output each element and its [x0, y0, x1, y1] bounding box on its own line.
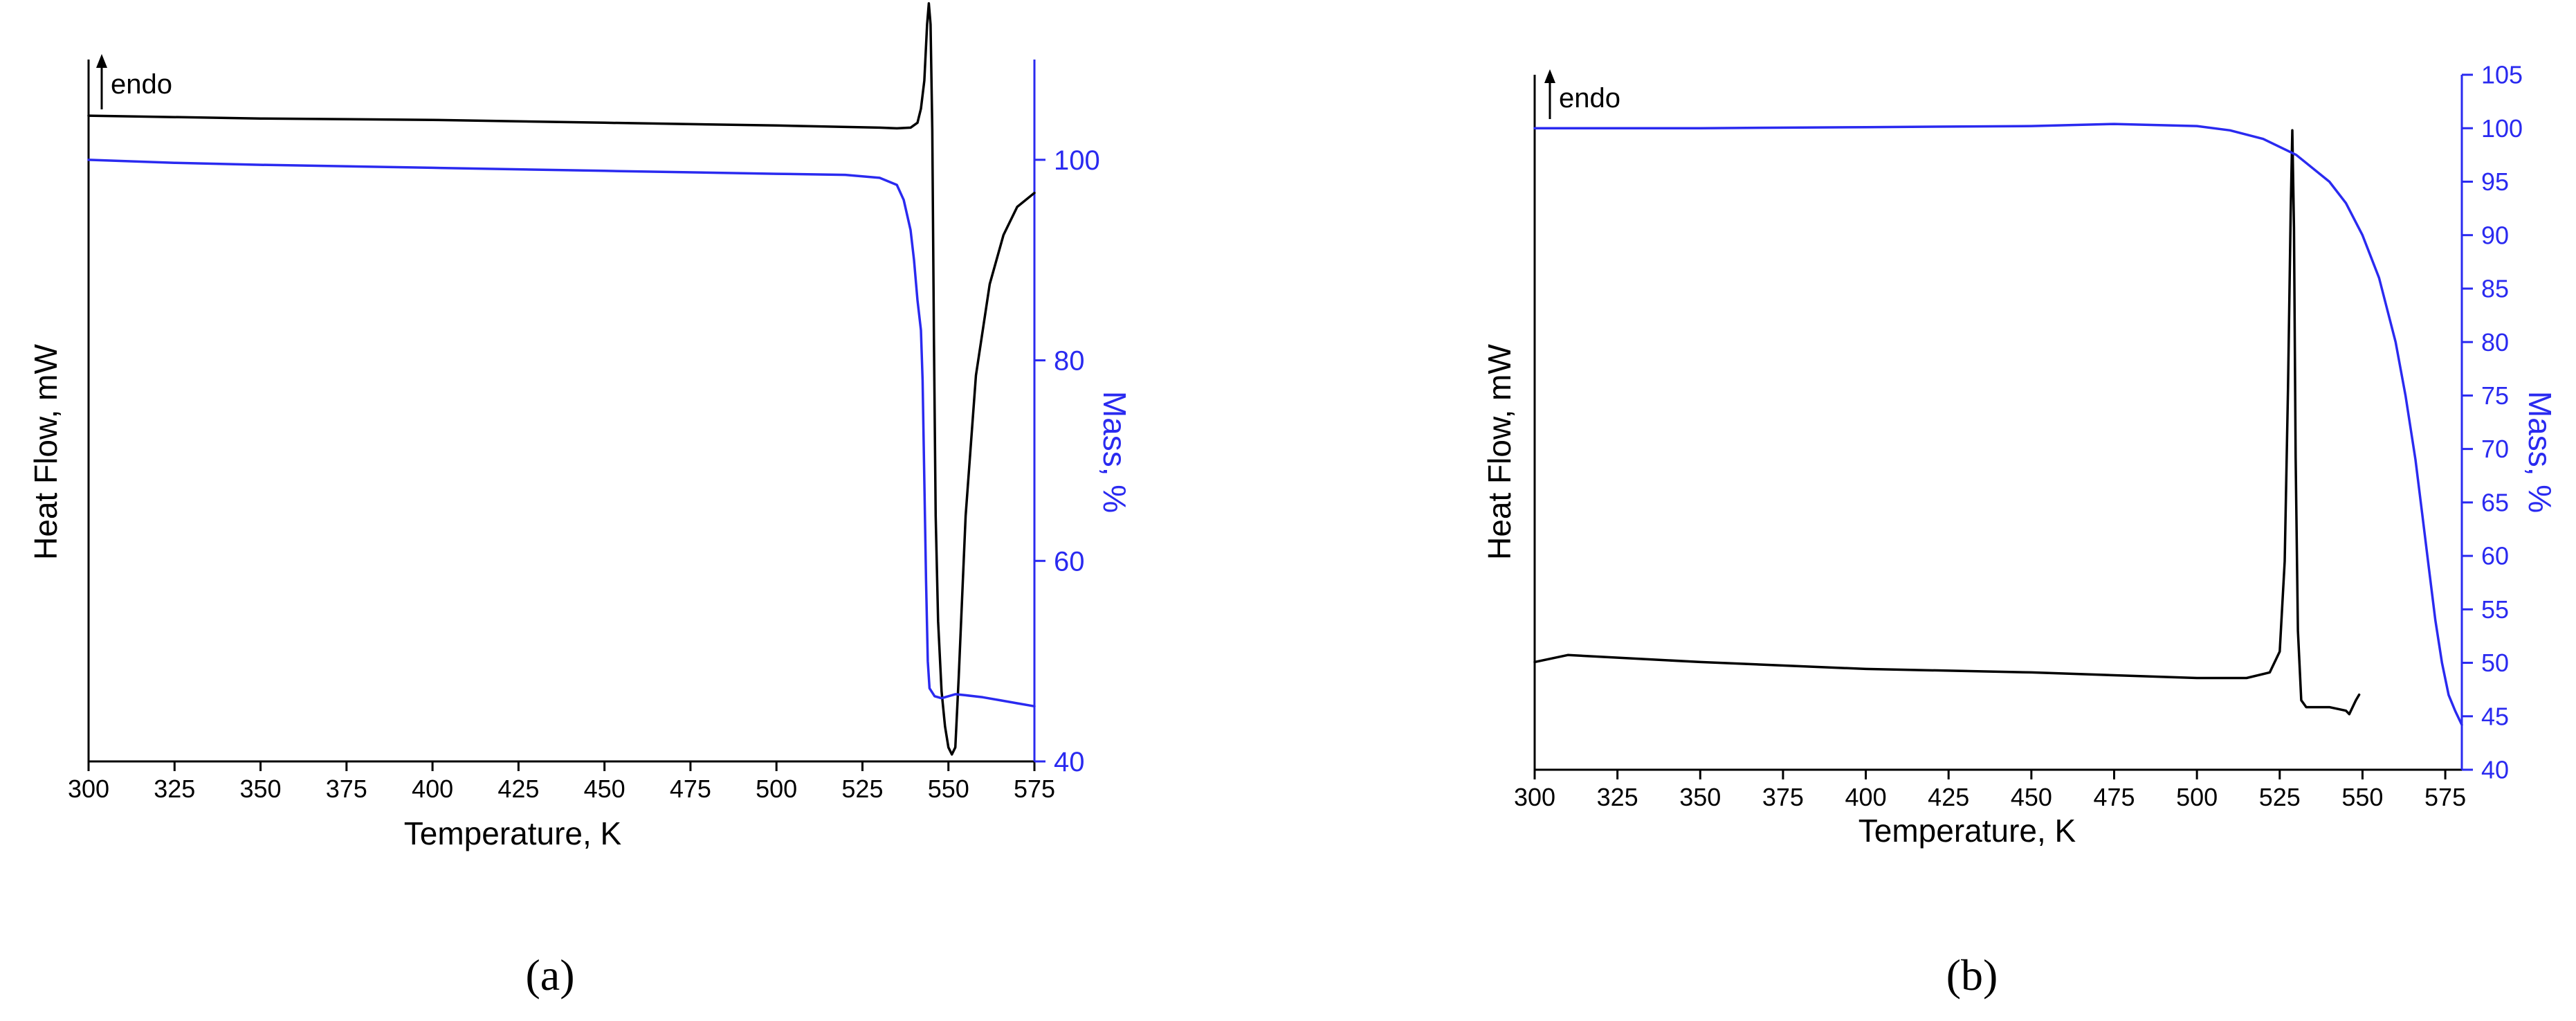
x-tick-label: 425: [1928, 783, 1969, 811]
y-tick-label: 95: [2481, 168, 2509, 196]
endo-annotation: endo: [1559, 83, 1620, 114]
x-tick-label: 400: [412, 775, 453, 803]
endo-arrow-icon: [96, 54, 107, 109]
x-tick-label: 325: [1597, 783, 1638, 811]
heat-flow-series-line: [87, 2, 1036, 756]
temperature-axis-label: Temperature, K: [404, 815, 622, 851]
y-tick-label: 45: [2481, 702, 2509, 730]
x-tick-label: 575: [2424, 783, 2466, 811]
x-axis-ticks: 300 325 350 375 400 425 450 475 500 525 550 575: [1514, 770, 2466, 811]
x-tick-label: 550: [928, 775, 969, 803]
y-tick-label: 65: [2481, 488, 2509, 516]
data-series: [1533, 123, 2463, 726]
x-tick-label: 400: [1845, 783, 1887, 811]
x-tick-label: 500: [2176, 783, 2218, 811]
heat-flow-series-line: [1533, 129, 2361, 716]
y-tick-label: 100: [2481, 114, 2523, 143]
x-tick-label: 375: [1762, 783, 1804, 811]
heat-flow-axis-label: Heat Flow, mW: [1481, 344, 1517, 560]
chart-panel-a: 300 325 350 375 400 425 450 475 500 525 550 575 40 6…: [28, 2, 1133, 1000]
x-tick-label: 575: [1014, 775, 1055, 803]
panel-label-a: (a): [525, 950, 574, 1000]
x-tick-label: 450: [2011, 783, 2052, 811]
x-tick-label: 525: [2259, 783, 2301, 811]
right-y-axis-ticks: 40 60 80 100: [1034, 145, 1100, 777]
x-tick-label: 325: [154, 775, 195, 803]
x-tick-label: 350: [240, 775, 282, 803]
y-tick-label: 85: [2481, 275, 2509, 303]
chart-panel-b: 300 325 350 375 400 425 450 475 500 525 550 575 404…: [1481, 61, 2558, 1000]
mass-axis-label: Mass, %: [2522, 391, 2558, 513]
heat-flow-axis-label: Heat Flow, mW: [28, 344, 64, 560]
endo-arrow-icon: [1544, 69, 1555, 119]
mass-series-line: [87, 159, 1036, 708]
x-tick-label: 550: [2341, 783, 2383, 811]
y-tick-label: 60: [1054, 546, 1085, 577]
x-tick-label: 375: [326, 775, 367, 803]
endo-annotation: endo: [111, 69, 172, 100]
plot-frame: [1533, 75, 2463, 771]
y-tick-label: 40: [2481, 756, 2509, 784]
x-tick-label: 475: [2093, 783, 2135, 811]
data-series: [87, 2, 1036, 756]
mass-axis-label: Mass, %: [1097, 391, 1133, 513]
y-tick-label: 55: [2481, 595, 2509, 624]
y-tick-label: 90: [2481, 221, 2509, 249]
right-y-axis-ticks: 40 45 50 55 60 65 70 75 80 85 90 95 100 105: [2462, 61, 2523, 784]
x-tick-label: 500: [756, 775, 797, 803]
y-tick-label: 80: [1054, 346, 1085, 377]
temperature-axis-label: Temperature, K: [1858, 813, 2076, 849]
y-tick-label: 100: [1054, 145, 1100, 176]
y-tick-label: 50: [2481, 649, 2509, 677]
x-tick-label: 475: [670, 775, 711, 803]
y-tick-label: 75: [2481, 381, 2509, 410]
x-tick-label: 300: [1514, 783, 1555, 811]
plot-frame: [87, 60, 1036, 763]
x-tick-label: 300: [68, 775, 109, 803]
y-tick-label: 80: [2481, 328, 2509, 356]
y-tick-label: 105: [2481, 61, 2523, 89]
x-tick-label: 425: [497, 775, 539, 803]
y-tick-label: 60: [2481, 542, 2509, 570]
x-axis-ticks: 300 325 350 375 400 425 450 475 500 525 550 575: [68, 761, 1055, 803]
y-tick-label: 70: [2481, 435, 2509, 463]
panel-label-b: (b): [1946, 950, 1998, 1000]
y-tick-label: 40: [1054, 747, 1085, 777]
x-tick-label: 525: [841, 775, 883, 803]
mass-series-line: [1533, 123, 2463, 726]
x-tick-label: 450: [584, 775, 625, 803]
x-tick-label: 350: [1679, 783, 1721, 811]
